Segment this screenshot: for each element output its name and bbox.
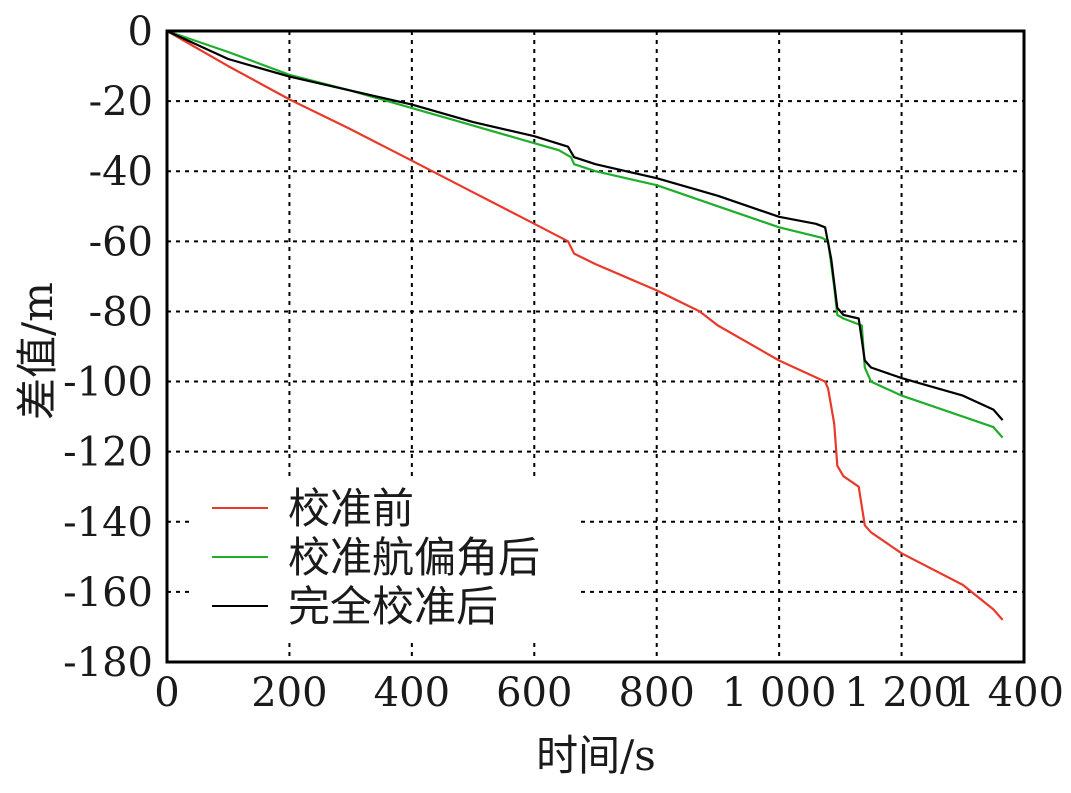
x-tick-label: 1 400	[949, 670, 1064, 716]
y-tick-label: 0	[128, 9, 153, 55]
y-tick-label: -100	[63, 360, 153, 406]
series-line-2	[166, 29, 1004, 421]
x-tick-label: 600	[496, 670, 572, 716]
legend-entry-after-full-calibration: 完全校准后	[212, 582, 498, 631]
x-axis-title: 时间/s	[536, 731, 656, 780]
y-tick-label: -180	[63, 640, 153, 686]
series-line-0	[166, 30, 1004, 621]
legend-label-before-calibration: 校准前	[288, 484, 414, 533]
y-tick-label: -120	[63, 430, 153, 476]
y-tick-label: -20	[89, 79, 153, 125]
x-tick-label: 1 200	[844, 670, 959, 716]
x-tick-label: 400	[374, 670, 450, 716]
legend: 校准前 校准航偏角后 完全校准后	[190, 478, 580, 638]
series-line-1	[166, 29, 1004, 439]
y-tick-label: -40	[89, 149, 153, 195]
y-axis-title: 差值/m	[13, 282, 62, 420]
x-tick-label: 200	[251, 670, 327, 716]
series-lines	[166, 29, 1004, 621]
grid-lines	[167, 31, 1024, 662]
y-tick-label: -60	[89, 219, 153, 265]
y-tick-label: -140	[63, 500, 153, 546]
legend-label-after-full-calibration: 完全校准后	[288, 582, 498, 631]
x-tick-label: 800	[619, 670, 695, 716]
x-tick-label: 0	[154, 670, 179, 716]
y-axis-ticks: 0 -20 -40 -60 -80 -100 -120 -140 -160 -180	[63, 9, 153, 686]
legend-entry-after-heading-calibration: 校准航偏角后	[212, 533, 540, 582]
legend-label-after-heading-calibration: 校准航偏角后	[288, 533, 540, 582]
y-tick-label: -80	[89, 289, 153, 335]
y-tick-label: -160	[63, 570, 153, 616]
legend-entry-before-calibration: 校准前	[212, 484, 414, 533]
plot-frame	[165, 29, 1026, 664]
x-tick-label: 1 000	[722, 670, 837, 716]
